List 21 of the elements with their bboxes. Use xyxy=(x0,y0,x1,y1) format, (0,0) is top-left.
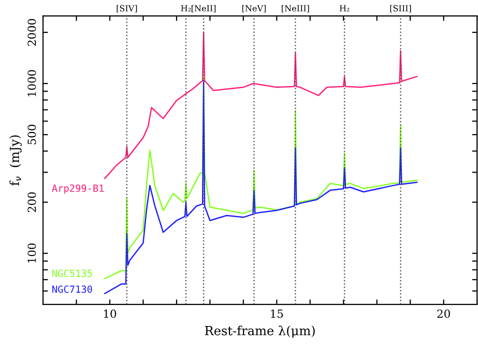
x-axis-title: Rest-frame λ(μm) xyxy=(205,326,315,338)
ref-line-label: [SIII] xyxy=(390,4,411,12)
y-tick-label: 2000 xyxy=(28,18,36,46)
series-label: NGC5135 xyxy=(52,270,92,277)
ref-line-label: H₂ xyxy=(340,5,350,12)
y-tick-label: 1000 xyxy=(28,70,36,96)
ref-line-label: H₂ xyxy=(181,5,191,12)
y-tick-label: 200 xyxy=(28,192,36,212)
ref-line-label: [SIV] xyxy=(116,4,137,12)
x-tick-label: 15 xyxy=(271,309,283,318)
y-axis-title: f$_{ν}$ (mJy) xyxy=(9,135,22,186)
ref-line-label: [NeV] xyxy=(242,4,266,12)
y-tick-label: 100 xyxy=(28,243,36,263)
series-label: NGC7130 xyxy=(52,286,92,293)
x-tick-label: 20 xyxy=(437,309,450,318)
y-tick-label: 500 xyxy=(28,124,36,144)
line-series xyxy=(104,32,418,180)
x-tick-label: 10 xyxy=(104,309,116,318)
ref-line-label: [NeIII] xyxy=(282,4,310,12)
ref-line-label: [NeII] xyxy=(192,4,216,12)
series-label: Arp299-B1 xyxy=(52,184,104,194)
